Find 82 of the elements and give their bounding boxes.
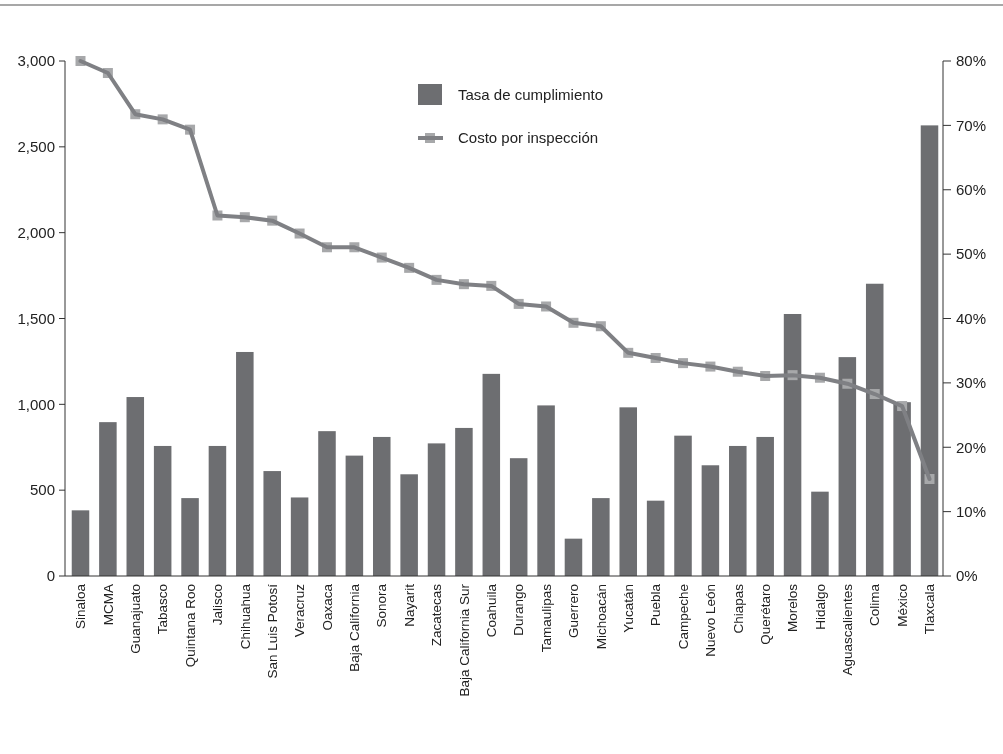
x-tick-label: Tabasco <box>155 584 171 635</box>
x-tick-label: México <box>894 584 910 627</box>
y2-tick-label: 60% <box>956 181 987 198</box>
x-tick-label: Jalisco <box>210 584 226 626</box>
x-tick-label: Colima <box>867 583 883 627</box>
bar <box>345 455 364 576</box>
x-tick-label: Veracruz <box>292 583 308 638</box>
x-tick-label: Sinaloa <box>73 583 89 630</box>
bar <box>811 491 829 576</box>
legend-label: Costo por inspección <box>458 129 599 147</box>
y-tick-label: 0 <box>46 567 55 585</box>
y2-tick-label: 70% <box>956 116 987 134</box>
x-tick-label: Yucatán <box>620 584 636 633</box>
x-tick-label: San Luis Potosí <box>264 583 280 679</box>
x-tick-label: Morelos <box>785 583 801 633</box>
bar <box>619 407 637 576</box>
bar <box>71 510 90 576</box>
bar <box>701 465 720 576</box>
bar <box>318 431 336 576</box>
bar <box>729 445 747 576</box>
x-tick-label: Oaxaca <box>319 583 335 631</box>
x-tick-label: Campeche <box>675 584 691 650</box>
x-tick-label: Baja California Sur <box>456 583 472 697</box>
y-tick-label: 3,000 <box>17 52 55 70</box>
x-tick-label: Sonora <box>374 583 390 628</box>
bar <box>373 436 391 576</box>
bar <box>126 397 145 576</box>
x-tick-label: Chihuahua <box>237 583 253 650</box>
x-tick-label: Durango <box>511 584 527 636</box>
bar <box>564 538 583 576</box>
bar <box>427 443 446 576</box>
y2-tick-label: 10% <box>956 502 987 520</box>
legend-label: Tasa de cumplimiento <box>458 86 604 104</box>
bar <box>153 445 172 576</box>
bar <box>263 471 281 576</box>
bar <box>865 283 884 576</box>
bar <box>208 445 227 576</box>
bar <box>920 125 939 576</box>
bar <box>455 427 473 576</box>
bar <box>509 458 528 576</box>
x-tick-label: Nayarit <box>401 583 417 627</box>
bar <box>592 498 610 576</box>
x-tick-label: Hidalgo <box>812 584 828 630</box>
x-tick-label: Querétaro <box>757 584 773 645</box>
y2-tick-label: 30% <box>956 374 987 392</box>
bar <box>99 422 117 576</box>
bar <box>674 435 692 576</box>
bar <box>290 497 309 576</box>
bar <box>756 436 774 576</box>
x-tick-label: MCMA <box>100 584 116 626</box>
bar <box>181 498 199 576</box>
y-tick-label: 1,000 <box>17 395 55 413</box>
x-tick-label: Baja California <box>347 583 363 672</box>
y-tick-label: 2,500 <box>17 138 55 156</box>
x-tick-label: Nuevo León <box>703 584 719 657</box>
bar <box>646 500 665 576</box>
x-tick-label: Guanajuato <box>128 584 143 654</box>
y2-tick-label: 20% <box>956 438 987 456</box>
x-tick-label: Puebla <box>648 583 664 627</box>
x-tick-label: Tlaxcala <box>922 583 938 635</box>
x-tick-label: Michoacán <box>593 584 609 650</box>
x-tick-label: Chiapas <box>730 583 746 634</box>
y-tick-label: 1,500 <box>17 309 55 327</box>
bar <box>838 357 857 576</box>
y-tick-label: 500 <box>29 481 55 499</box>
y2-tick-label: 50% <box>956 245 987 263</box>
y2-tick-label: 80% <box>956 52 987 70</box>
x-tick-label: Aguascalientes <box>840 583 856 676</box>
x-tick-label: Zacatecas <box>429 583 445 647</box>
y-tick-label: 2,000 <box>17 223 55 241</box>
x-tick-label: Coahuila <box>484 583 500 638</box>
x-tick-label: Guerrero <box>566 584 582 639</box>
y2-tick-label: 40% <box>956 309 987 327</box>
bar <box>236 351 254 576</box>
bar <box>400 474 418 576</box>
x-tick-label: Tamaulipas <box>538 583 554 653</box>
bar <box>537 405 555 576</box>
y2-tick-label: 0% <box>956 567 978 585</box>
bar <box>482 373 501 576</box>
x-tick-label: Quintana Roo <box>182 584 198 668</box>
bar <box>893 402 911 576</box>
bar <box>783 313 802 576</box>
